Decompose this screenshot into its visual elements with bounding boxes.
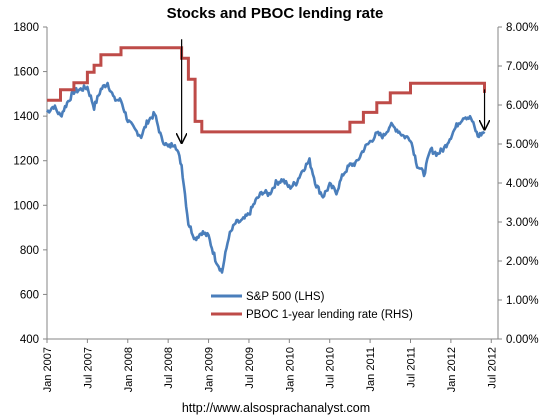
series-pboc-line [47,46,486,134]
y-right-tick-label: 6.00% [506,100,539,112]
legend: S&P 500 (LHS) PBOC 1-year lending rate (… [211,291,413,321]
y-axis-right: 0.00% 1.00% 2.00% 3.00% 4.00% 5.00% 6.00% 7.00%… [498,22,539,346]
x-tick-label: Jul 2010 [325,347,337,389]
y-right-tick-label: 7.00% [506,61,539,73]
x-tick-label: Jan 2008 [123,347,135,392]
x-tick-label: Jul 2012 [486,347,498,389]
y-left-tick-label: 600 [20,289,39,301]
x-tick-label: Jul 2011 [405,347,417,388]
legend-label-sp500: S&P 500 (LHS) [246,291,325,303]
legend-label-pboc: PBOC 1-year lending rate (RHS) [246,309,413,321]
series-sp500-line [45,81,486,274]
y-left-tick-label: 400 [20,334,39,346]
y-right-tick-label: 4.00% [506,178,539,190]
y-left-tick-label: 1800 [13,22,39,34]
x-tick-label: Jul 2009 [244,347,256,389]
y-left-tick-label: 1400 [13,111,39,123]
x-tick-label: Jul 2007 [82,347,94,389]
y-right-tick-label: 1.00% [506,295,539,307]
y-right-tick-label: 5.00% [506,139,539,151]
x-tick-label: Jan 2009 [204,347,216,392]
x-axis: Jan 2007 Jul 2007 Jan 2008 Jul 2008 Jan 2009… [42,339,498,392]
y-left-tick-label: 1000 [13,200,39,212]
x-tick-label: Jan 2011 [365,347,377,391]
y-right-tick-label: 8.00% [506,22,539,34]
x-tick-label: Jan 2010 [284,347,296,392]
chart-title: Stocks and PBOC lending rate [167,5,384,22]
series-layer [45,46,486,274]
y-left-tick-label: 800 [20,245,39,257]
x-tick-label: Jan 2007 [42,347,54,392]
y-left-tick-label: 1600 [13,67,39,79]
y-right-tick-label: 3.00% [506,217,539,229]
footer-url: http://www.alsosprachanalyst.com [182,401,370,415]
y-right-tick-label: 2.00% [506,256,539,268]
x-tick-label: Jul 2008 [163,347,175,389]
x-tick-label: Jan 2012 [446,347,458,392]
y-right-tick-label: 0.00% [506,334,539,346]
y-left-tick-label: 1200 [13,156,39,168]
y-axis-left: 400 600 800 1000 1200 1400 1600 1800 [13,22,47,346]
annotations [182,39,485,143]
